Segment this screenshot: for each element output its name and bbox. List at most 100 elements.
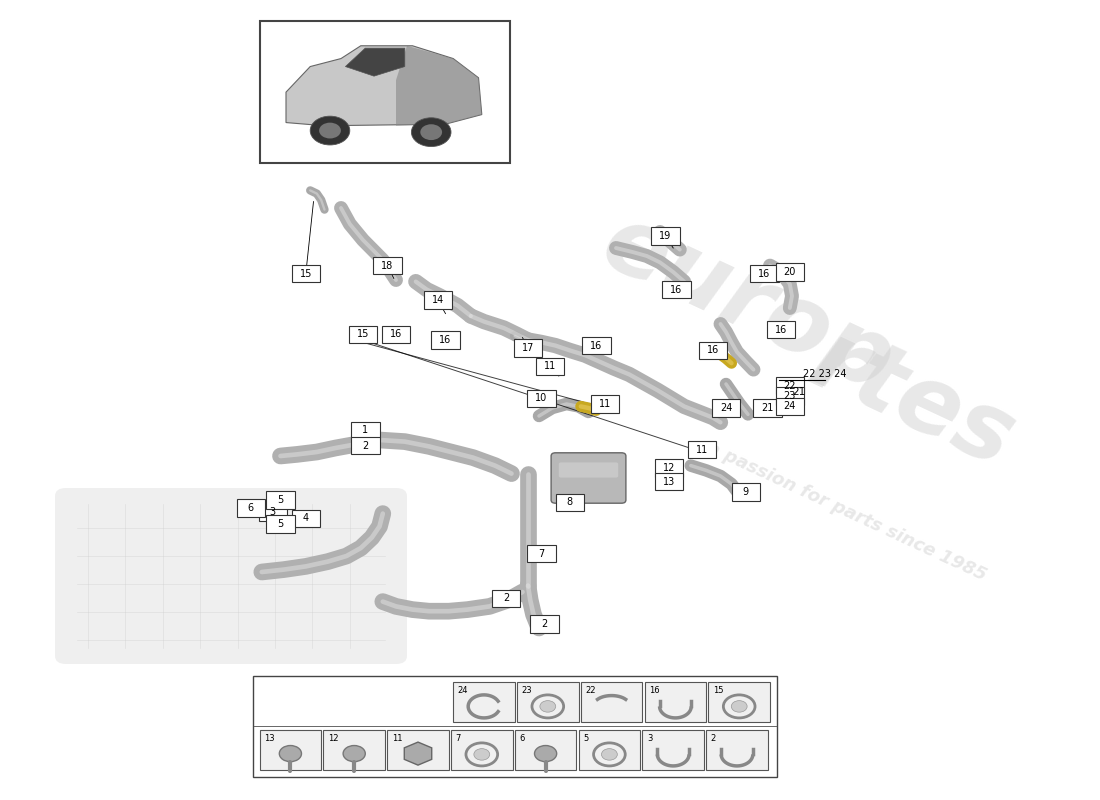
Circle shape bbox=[535, 746, 557, 762]
Text: 24: 24 bbox=[719, 403, 733, 413]
FancyBboxPatch shape bbox=[431, 331, 460, 349]
FancyBboxPatch shape bbox=[559, 462, 618, 478]
Text: rtes: rtes bbox=[798, 314, 1028, 486]
Text: a passion for parts since 1985: a passion for parts since 1985 bbox=[704, 439, 990, 585]
FancyBboxPatch shape bbox=[453, 682, 515, 722]
Text: 4: 4 bbox=[302, 514, 309, 523]
Circle shape bbox=[319, 122, 341, 138]
Text: 7: 7 bbox=[538, 549, 544, 558]
FancyBboxPatch shape bbox=[642, 730, 704, 770]
Text: 19: 19 bbox=[659, 231, 672, 241]
Text: 16: 16 bbox=[590, 341, 603, 350]
FancyBboxPatch shape bbox=[266, 515, 295, 533]
Text: 14: 14 bbox=[431, 295, 444, 305]
Text: 2: 2 bbox=[362, 441, 369, 450]
Text: 22: 22 bbox=[783, 381, 796, 390]
Text: 24: 24 bbox=[458, 686, 469, 694]
Text: 5: 5 bbox=[277, 495, 284, 505]
Text: 16: 16 bbox=[706, 346, 719, 355]
FancyBboxPatch shape bbox=[536, 358, 564, 375]
Text: 2: 2 bbox=[503, 594, 509, 603]
Text: 23: 23 bbox=[783, 391, 796, 401]
FancyBboxPatch shape bbox=[551, 453, 626, 503]
FancyBboxPatch shape bbox=[556, 494, 584, 511]
Text: 16: 16 bbox=[649, 686, 660, 694]
FancyBboxPatch shape bbox=[236, 499, 265, 517]
FancyBboxPatch shape bbox=[527, 390, 556, 407]
Text: 20: 20 bbox=[783, 267, 796, 277]
FancyBboxPatch shape bbox=[654, 459, 683, 477]
FancyBboxPatch shape bbox=[515, 730, 576, 770]
FancyBboxPatch shape bbox=[706, 730, 768, 770]
FancyBboxPatch shape bbox=[258, 503, 287, 521]
Text: 21: 21 bbox=[792, 387, 805, 397]
FancyBboxPatch shape bbox=[591, 395, 619, 413]
FancyBboxPatch shape bbox=[266, 491, 295, 509]
FancyBboxPatch shape bbox=[260, 730, 321, 770]
Text: 15: 15 bbox=[356, 330, 370, 339]
Text: 18: 18 bbox=[381, 261, 394, 270]
Text: 21: 21 bbox=[761, 403, 774, 413]
FancyBboxPatch shape bbox=[579, 730, 640, 770]
FancyBboxPatch shape bbox=[530, 615, 559, 633]
FancyBboxPatch shape bbox=[517, 682, 579, 722]
FancyBboxPatch shape bbox=[754, 399, 782, 417]
Text: 1: 1 bbox=[362, 426, 369, 435]
FancyBboxPatch shape bbox=[645, 682, 706, 722]
FancyBboxPatch shape bbox=[776, 377, 804, 394]
Polygon shape bbox=[286, 46, 482, 126]
Circle shape bbox=[732, 701, 747, 712]
Text: 3: 3 bbox=[270, 507, 276, 517]
FancyBboxPatch shape bbox=[292, 265, 320, 282]
FancyBboxPatch shape bbox=[662, 281, 691, 298]
Text: 2: 2 bbox=[711, 734, 716, 742]
FancyBboxPatch shape bbox=[387, 730, 449, 770]
Polygon shape bbox=[405, 742, 431, 765]
Text: 12: 12 bbox=[662, 463, 675, 473]
Polygon shape bbox=[396, 46, 482, 126]
Text: 2: 2 bbox=[541, 619, 548, 629]
Text: 16: 16 bbox=[774, 325, 788, 334]
Text: 16: 16 bbox=[670, 285, 683, 294]
FancyBboxPatch shape bbox=[451, 730, 513, 770]
Text: 23: 23 bbox=[521, 686, 532, 694]
FancyBboxPatch shape bbox=[382, 326, 410, 343]
FancyBboxPatch shape bbox=[708, 682, 770, 722]
Text: 12: 12 bbox=[328, 734, 339, 742]
Text: 6: 6 bbox=[248, 503, 254, 513]
Text: 5: 5 bbox=[583, 734, 588, 742]
Text: 5: 5 bbox=[277, 519, 284, 529]
FancyBboxPatch shape bbox=[323, 730, 385, 770]
Circle shape bbox=[411, 118, 451, 146]
Circle shape bbox=[310, 116, 350, 145]
FancyBboxPatch shape bbox=[514, 339, 542, 357]
Text: 22 23 24: 22 23 24 bbox=[803, 370, 847, 379]
Text: 11: 11 bbox=[598, 399, 612, 409]
FancyBboxPatch shape bbox=[698, 342, 727, 359]
FancyBboxPatch shape bbox=[424, 291, 452, 309]
Text: 17: 17 bbox=[521, 343, 535, 353]
FancyBboxPatch shape bbox=[351, 437, 380, 454]
FancyBboxPatch shape bbox=[651, 227, 680, 245]
Text: 9: 9 bbox=[742, 487, 749, 497]
Circle shape bbox=[420, 124, 442, 140]
Text: 11: 11 bbox=[543, 362, 557, 371]
Circle shape bbox=[602, 749, 617, 760]
FancyBboxPatch shape bbox=[492, 590, 520, 607]
FancyBboxPatch shape bbox=[581, 682, 642, 722]
Text: 6: 6 bbox=[519, 734, 525, 742]
Text: 16: 16 bbox=[389, 330, 403, 339]
Text: 16: 16 bbox=[758, 269, 771, 278]
Text: 15: 15 bbox=[299, 269, 312, 278]
FancyBboxPatch shape bbox=[260, 21, 510, 163]
FancyBboxPatch shape bbox=[349, 326, 377, 343]
FancyBboxPatch shape bbox=[292, 510, 320, 527]
FancyBboxPatch shape bbox=[750, 265, 779, 282]
Text: 8: 8 bbox=[566, 498, 573, 507]
FancyBboxPatch shape bbox=[582, 337, 610, 354]
Text: 15: 15 bbox=[713, 686, 724, 694]
Circle shape bbox=[540, 701, 556, 712]
FancyBboxPatch shape bbox=[776, 263, 804, 281]
Text: europ: europ bbox=[587, 197, 909, 411]
FancyBboxPatch shape bbox=[767, 321, 795, 338]
